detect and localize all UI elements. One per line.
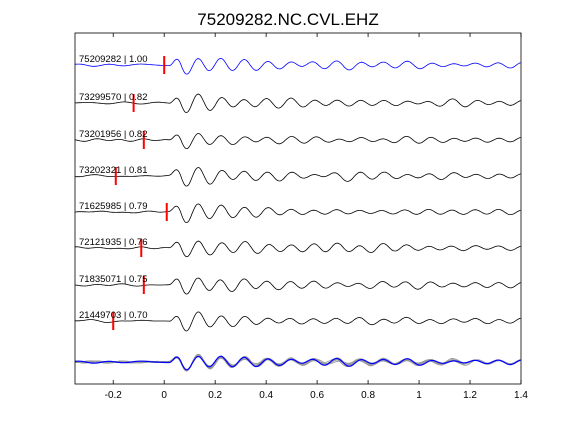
stack-layer	[74, 353, 521, 372]
x-tick-label-4: 0.6	[310, 390, 324, 401]
stack-trace-75209282	[74, 355, 521, 371]
picks-layer	[112, 56, 168, 330]
chart-title: 75209282.NC.CVL.EHZ	[197, 10, 378, 29]
trace-label-71625985: 71625985 | 0.79	[79, 201, 148, 212]
x-tick-label-6: 1	[416, 390, 422, 401]
trace-label-73202321: 73202321 | 0.81	[79, 165, 148, 176]
x-tick-label-3: 0.4	[259, 390, 273, 401]
trace-73202321	[74, 167, 521, 187]
trace-21449703	[75, 311, 521, 332]
x-tick-label-0: -0.2	[105, 390, 123, 401]
trace-73299570	[74, 93, 521, 114]
trace-label-21449703: 21449703 | 0.70	[79, 310, 148, 321]
trace-label-71835071: 71835071 | 0.75	[79, 274, 148, 285]
trace-label-75209282: 75209282 | 1.00	[79, 54, 148, 65]
trace-71835071	[74, 277, 521, 295]
trace-label-72121935: 72121935 | 0.76	[79, 237, 148, 248]
x-tick-label-8: 1.4	[514, 390, 528, 401]
stack-trace-71835071	[74, 355, 521, 371]
trace-73201956	[74, 133, 521, 149]
x-tick-label-1: 0	[161, 390, 167, 401]
trace-labels-layer: 75209282 | 1.00 73299570 | 0.82 73201956 |…	[79, 54, 148, 321]
x-tick-label-2: 0.2	[208, 390, 222, 401]
axes-box	[74, 32, 522, 385]
trace-72121935	[75, 240, 521, 258]
x-tick-label-5: 0.8	[361, 390, 375, 401]
x-axis-ticks: -0.2 0 0.2 0.4 0.6 0.8 1 1.2 1.4	[105, 33, 528, 401]
trace-75209282	[74, 57, 521, 75]
traces-layer	[74, 57, 521, 332]
trace-label-73299570: 73299570 | 0.82	[79, 92, 148, 103]
trace-71625985	[74, 203, 521, 224]
x-tick-label-7: 1.2	[463, 390, 477, 401]
trace-label-73201956: 73201956 | 0.82	[79, 129, 148, 140]
